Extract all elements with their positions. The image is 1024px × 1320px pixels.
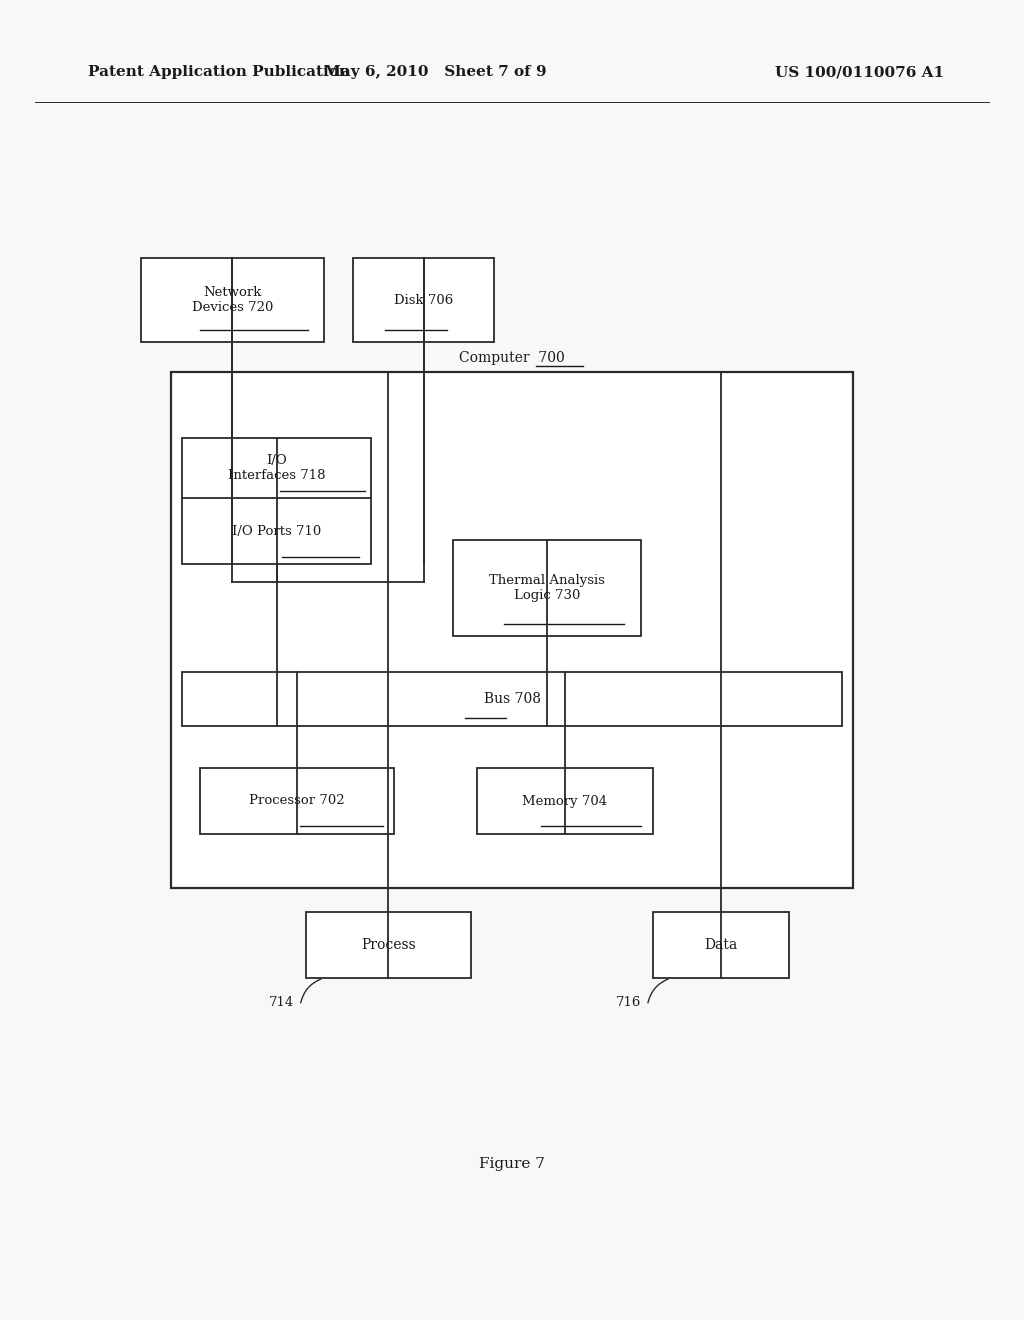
Bar <box>454 540 641 636</box>
Bar <box>306 912 471 978</box>
Bar <box>353 257 495 342</box>
Text: May 6, 2010   Sheet 7 of 9: May 6, 2010 Sheet 7 of 9 <box>325 65 547 79</box>
Text: Process: Process <box>361 939 416 952</box>
Text: Figure 7: Figure 7 <box>479 1158 545 1171</box>
Text: Data: Data <box>705 939 737 952</box>
Bar <box>182 672 842 726</box>
Text: Computer  700: Computer 700 <box>459 351 565 364</box>
Text: I/O Ports 710: I/O Ports 710 <box>232 524 322 537</box>
Text: 716: 716 <box>616 995 641 1008</box>
Text: Processor 702: Processor 702 <box>250 795 345 808</box>
Text: Bus 708: Bus 708 <box>483 692 541 706</box>
Bar <box>200 768 394 834</box>
Bar <box>171 372 853 888</box>
Bar <box>653 912 788 978</box>
Bar <box>141 257 324 342</box>
Text: Disk 706: Disk 706 <box>394 293 454 306</box>
Text: Memory 704: Memory 704 <box>522 795 607 808</box>
Text: US 100/0110076 A1: US 100/0110076 A1 <box>774 65 944 79</box>
Text: Thermal Analysis
Logic 730: Thermal Analysis Logic 730 <box>489 574 605 602</box>
Bar <box>477 768 653 834</box>
Text: 714: 714 <box>269 995 294 1008</box>
Bar <box>182 438 371 564</box>
Text: Network
Devices 720: Network Devices 720 <box>191 286 273 314</box>
Text: Patent Application Publication: Patent Application Publication <box>88 65 350 79</box>
Text: I/O
Interfaces 718: I/O Interfaces 718 <box>228 454 326 482</box>
